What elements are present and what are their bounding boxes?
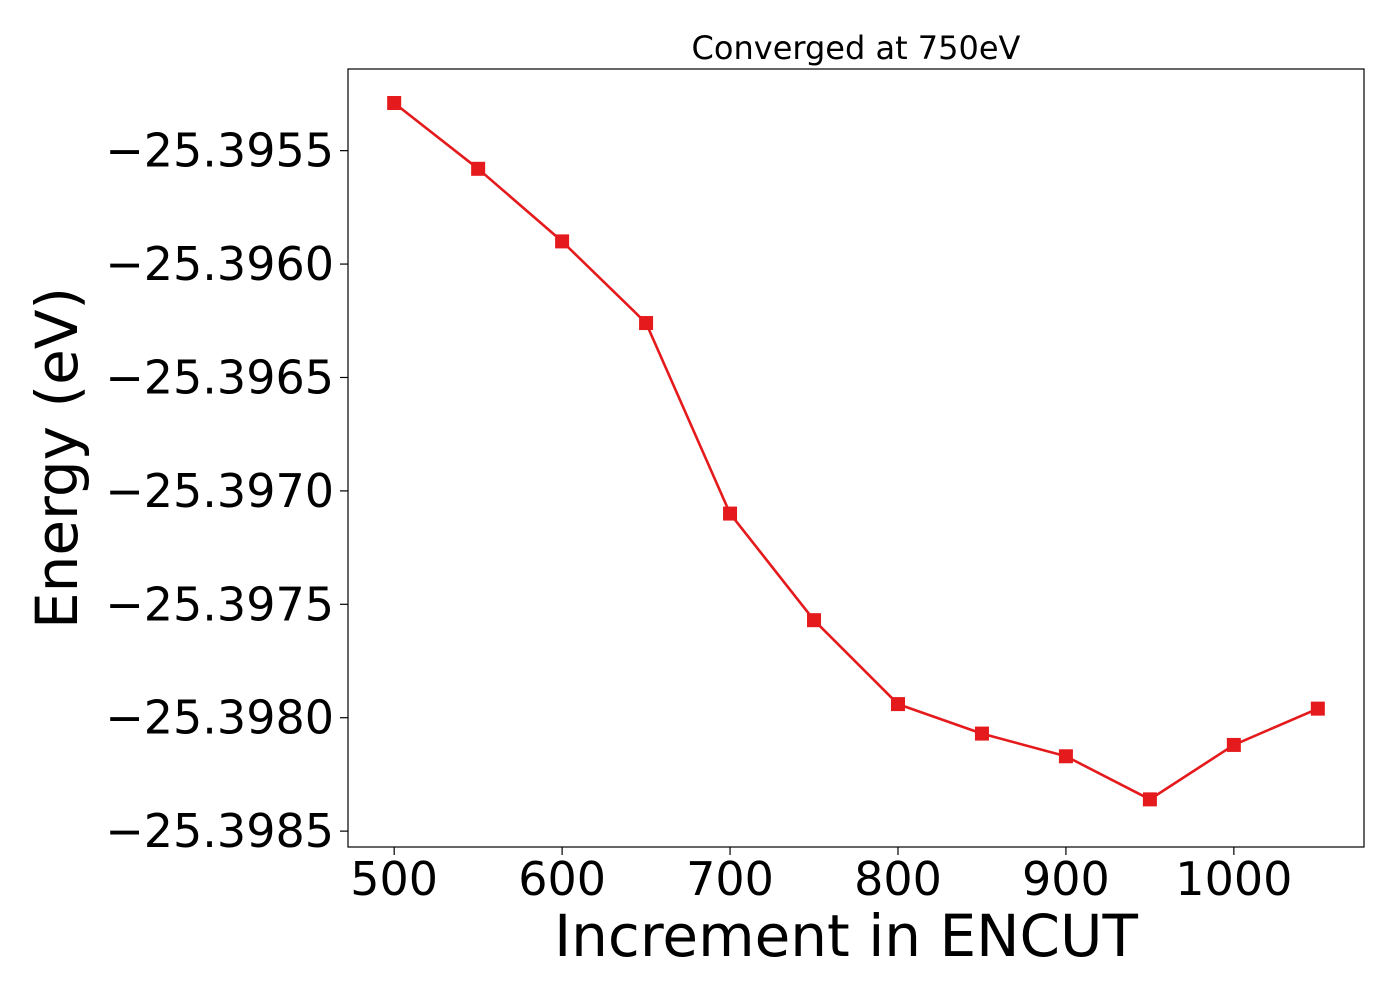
data-point-marker [555,234,570,249]
y-axis-label: Energy (eV) [23,287,91,629]
x-tick-label: 800 [854,852,942,906]
y-tick-label: −25.3960 [105,237,334,291]
x-tick-label: 500 [350,852,438,906]
plot-area-background [348,69,1364,847]
data-point-marker [723,506,738,521]
data-point-marker [387,96,402,111]
y-tick-label: −25.3980 [105,691,334,745]
data-point-marker [639,316,654,331]
y-tick-label: −25.3965 [105,350,334,404]
y-tick-label: −25.3975 [105,577,334,631]
data-point-marker [974,726,989,741]
data-point-marker [807,613,822,628]
x-tick-label: 600 [518,852,606,906]
x-tick-label: 900 [1022,852,1110,906]
data-point-marker [890,697,905,712]
y-tick-label: −25.3970 [105,464,334,518]
x-tick-label: 700 [686,852,774,906]
data-point-marker [1142,792,1157,807]
data-point-marker [471,161,486,176]
series-layer [387,96,1325,807]
x-axis-label: Increment in ENCUT [554,902,1138,970]
series-line [393,101,1319,801]
y-tick-label: −25.3955 [105,124,334,178]
x-axis-ticks: 500 600 700 800 900 1000 [350,847,1292,906]
y-tick-label: −25.3985 [105,804,334,858]
x-tick-label: 1000 [1175,852,1292,906]
data-point-marker [1058,749,1073,764]
data-point-marker [1226,737,1241,752]
data-point-marker [1310,701,1325,716]
plot-frame [347,68,1365,848]
chart-title: Converged at 750eV [692,29,1021,67]
y-axis-ticks: −25.3955 −25.3960 −25.3965 −25.3970 −25.3975… [105,124,348,858]
